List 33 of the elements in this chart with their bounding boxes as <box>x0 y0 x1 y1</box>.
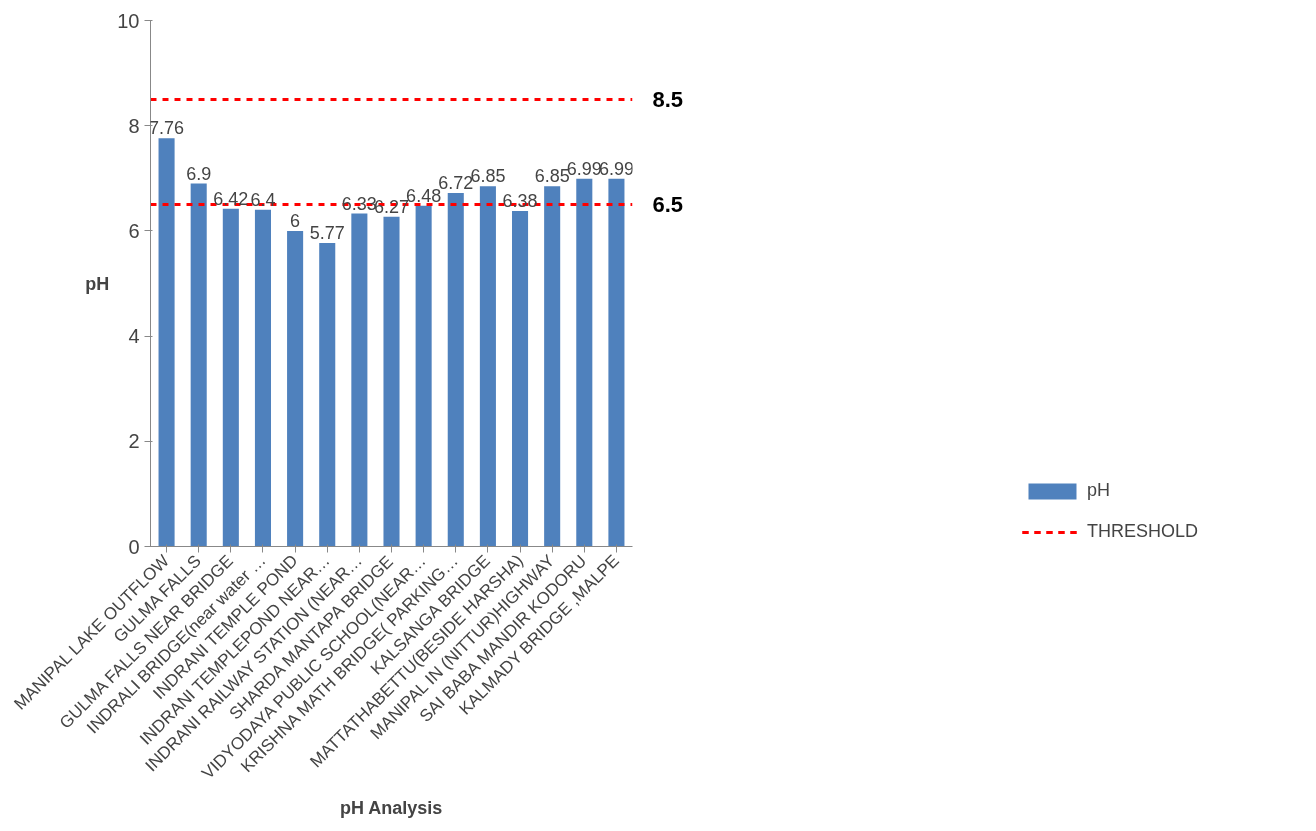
text: THRESHOLD <box>1086 521 1198 542</box>
bar <box>287 230 304 547</box>
y-tick-label: 6 <box>128 219 140 242</box>
y-tick-label: 2 <box>128 430 140 453</box>
bar <box>351 213 368 547</box>
ref-line-label: 8.5 <box>652 86 684 112</box>
bar <box>222 208 239 547</box>
bar <box>512 210 529 547</box>
bar <box>158 138 175 547</box>
data-label: 6.38 <box>502 190 538 211</box>
bar <box>544 186 561 547</box>
data-label: 5.77 <box>309 223 345 243</box>
data-label: 6 <box>290 210 301 231</box>
data-label: 6.42 <box>213 188 249 209</box>
bar <box>383 216 400 547</box>
x-axis-title: pH Analysis <box>339 797 443 818</box>
y-tick-label: 4 <box>128 325 140 348</box>
bar <box>319 243 336 547</box>
legend-label: pH <box>1086 480 1110 501</box>
y-tick-label: 10 <box>117 9 140 32</box>
bar <box>254 209 271 547</box>
data-label: 6.9 <box>186 163 212 184</box>
y-tick-label: 8 <box>128 114 140 137</box>
bar <box>576 178 593 547</box>
data-label: 6.4 <box>250 189 276 210</box>
bar <box>415 205 432 547</box>
bar <box>190 183 207 547</box>
bar <box>447 193 464 547</box>
bar <box>608 178 625 547</box>
ref-line-label: 6.5 <box>652 192 684 218</box>
y-tick-label: 0 <box>128 535 140 558</box>
y-axis-title: pH <box>85 273 110 294</box>
bar <box>479 186 496 547</box>
